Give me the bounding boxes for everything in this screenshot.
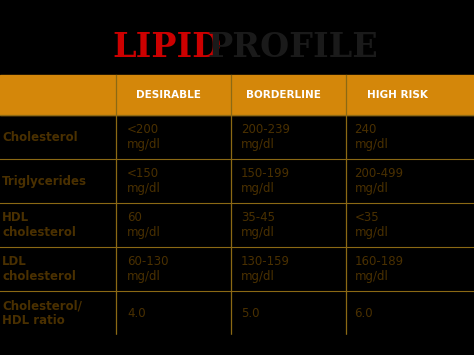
Text: PROFILE: PROFILE	[208, 31, 378, 64]
Text: 200-499
mg/dl: 200-499 mg/dl	[355, 168, 404, 195]
Text: HIGH RISK: HIGH RISK	[367, 90, 428, 100]
Text: 60
mg/dl: 60 mg/dl	[127, 212, 161, 239]
Bar	[0, 0, 474, 20]
Text: 60-130
mg/dl: 60-130 mg/dl	[127, 256, 169, 283]
Text: DESIRABLE: DESIRABLE	[136, 90, 201, 100]
Text: 6.0: 6.0	[355, 307, 373, 320]
Text: Cholesterol: Cholesterol	[2, 131, 78, 144]
Text: 5.0: 5.0	[241, 307, 259, 320]
Text: <200
mg/dl: <200 mg/dl	[127, 124, 161, 151]
Text: <35
mg/dl: <35 mg/dl	[355, 212, 388, 239]
Text: Triglycerides: Triglycerides	[2, 175, 87, 188]
Text: BORDERLINE: BORDERLINE	[246, 90, 320, 100]
Text: Cholesterol/
HDL ratio: Cholesterol/ HDL ratio	[2, 300, 82, 327]
Text: LDL
cholesterol: LDL cholesterol	[2, 256, 76, 283]
Text: 160-189
mg/dl: 160-189 mg/dl	[355, 256, 404, 283]
Text: 4.0: 4.0	[127, 307, 146, 320]
Text: 200-239
mg/dl: 200-239 mg/dl	[241, 124, 290, 151]
Text: 35-45
mg/dl: 35-45 mg/dl	[241, 212, 275, 239]
Text: LIPID: LIPID	[112, 31, 221, 64]
Text: HDL
cholesterol: HDL cholesterol	[2, 212, 76, 239]
Text: <150
mg/dl: <150 mg/dl	[127, 168, 161, 195]
Text: 240
mg/dl: 240 mg/dl	[355, 124, 388, 151]
Text: 150-199
mg/dl: 150-199 mg/dl	[241, 168, 290, 195]
Bar	[0, 335, 474, 355]
Text: 130-159
mg/dl: 130-159 mg/dl	[241, 256, 290, 283]
Bar	[0, 75, 474, 115]
